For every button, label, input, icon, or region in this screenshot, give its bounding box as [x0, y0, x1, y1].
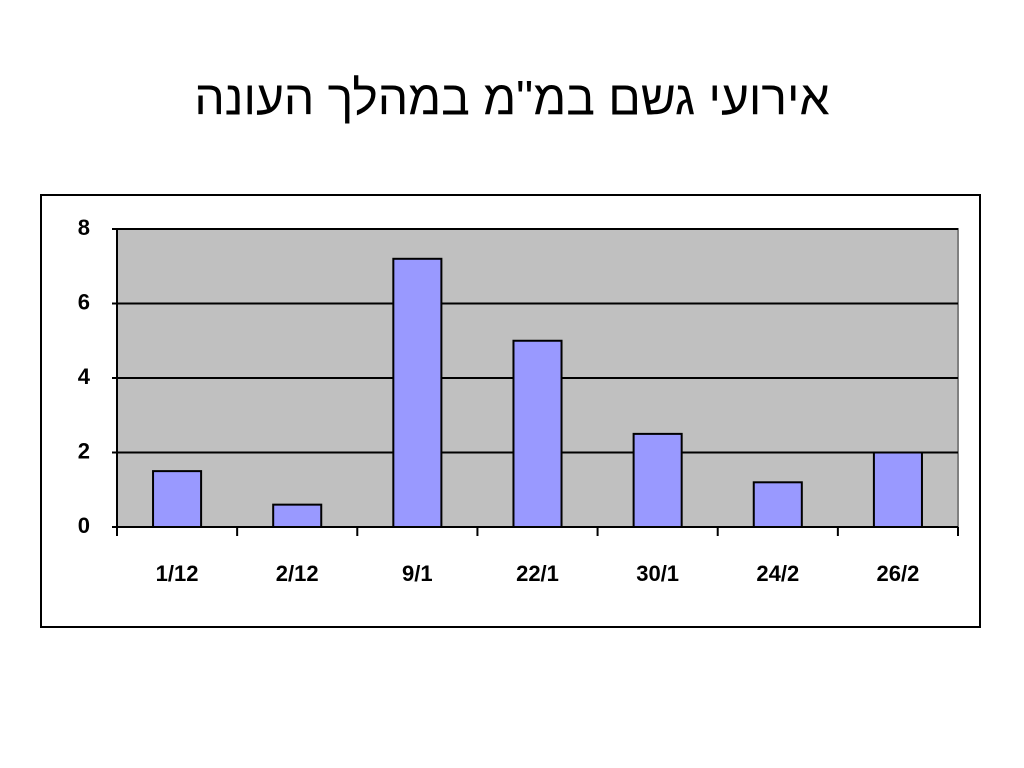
bar — [512, 339, 563, 528]
bar — [872, 451, 923, 528]
x-tick-label: 30/1 — [636, 561, 679, 586]
bar — [392, 257, 443, 528]
chart-title: אירועי גשם במ"מ במהלך העונה — [194, 73, 829, 126]
y-tick-label: 2 — [78, 438, 90, 463]
bar — [632, 432, 683, 528]
x-tick-label: 9/1 — [402, 561, 433, 586]
bar — [152, 470, 203, 528]
bar — [272, 503, 323, 528]
bar — [752, 481, 803, 528]
y-tick-label: 4 — [78, 364, 91, 389]
x-tick-label: 22/1 — [516, 561, 559, 586]
y-tick-label: 8 — [78, 215, 90, 240]
x-tick-label: 26/2 — [877, 561, 920, 586]
x-tick-label: 2/12 — [276, 561, 319, 586]
x-tick-label: 1/12 — [156, 561, 199, 586]
x-tick-label: 24/2 — [756, 561, 799, 586]
y-tick-label: 0 — [78, 513, 90, 538]
y-tick-label: 6 — [78, 289, 90, 314]
